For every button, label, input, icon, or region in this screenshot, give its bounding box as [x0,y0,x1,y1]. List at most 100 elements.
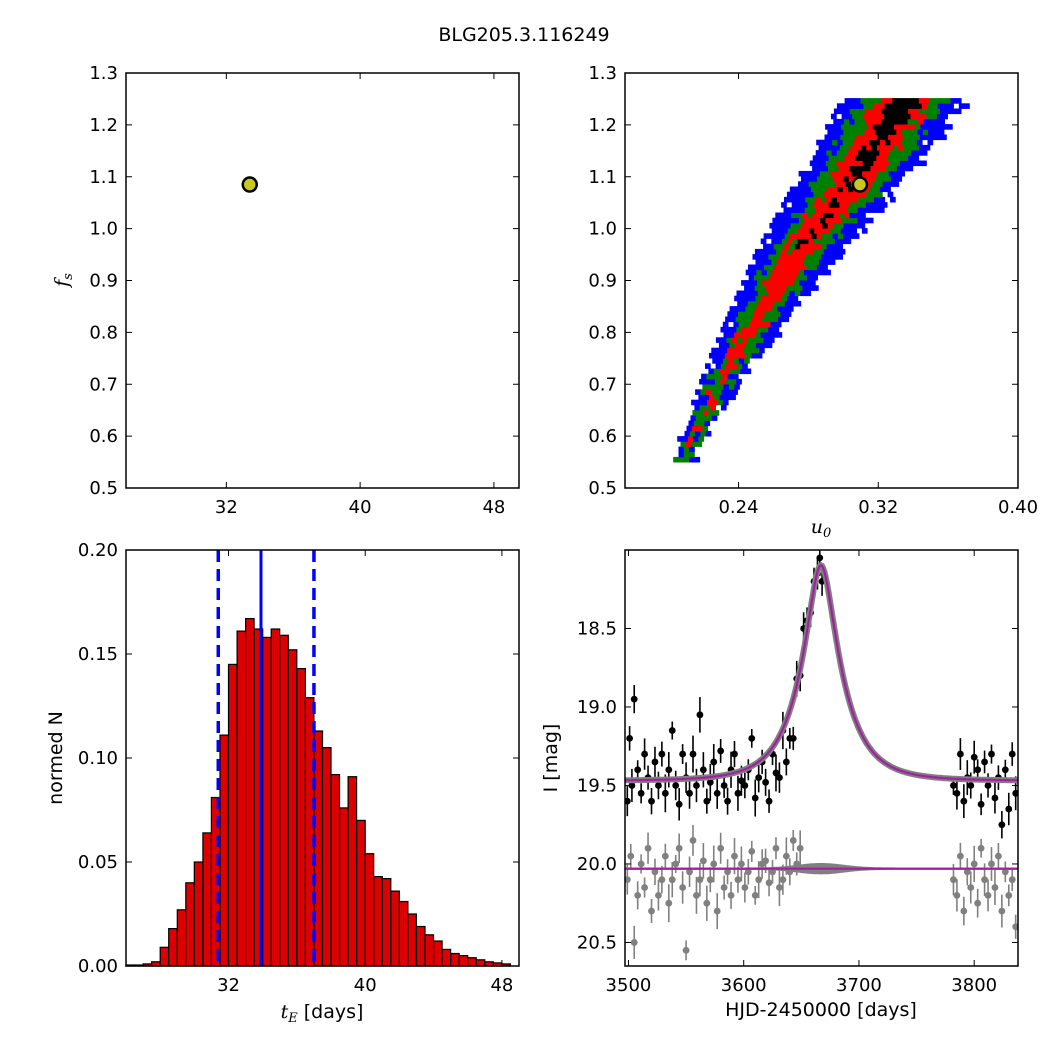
data-point [950,782,957,789]
heatmap-cell [810,254,817,260]
fs-u0-x-axis-label: u0 [811,516,832,541]
heatmap-cell [688,420,695,427]
data-point [988,750,995,758]
heatmap-cell [908,98,914,104]
heatmap-cell [814,217,821,224]
heatmap-cell [921,113,927,120]
heatmap-cell [941,124,948,130]
fs-te-ytick-label: 1.2 [89,115,118,136]
data-point [699,766,707,774]
heatmap-cell [729,368,736,375]
heatmap-cell [734,295,740,302]
heatmap-cell [803,170,810,177]
residual-point [637,860,645,868]
heatmap-cell [930,134,937,141]
heatmap-cell [855,98,861,104]
heatmap-cell [829,259,836,265]
heatmap-cell [760,259,767,265]
heatmap-cell [727,311,734,317]
heatmap-cell [855,155,861,161]
heatmap-cell [918,118,924,125]
heatmap-cell [830,228,836,234]
heatmap-cell [824,191,830,198]
heatmap-cell [783,217,789,224]
heatmap-cell [950,98,957,104]
heatmap-cell [854,165,861,172]
heatmap-cell [845,238,852,245]
heatmap-cell [711,415,718,421]
residual-point [953,891,961,899]
heatmap-cell [879,186,886,193]
heatmap-cell [872,170,879,177]
heatmap-cell [867,170,874,177]
heatmap-cell [771,238,777,245]
heatmap-cell [818,155,824,161]
heatmap-cell [845,144,851,151]
heatmap-cell [776,295,783,302]
heatmap-cell [866,144,872,151]
heatmap-cell [814,228,820,234]
heatmap-cell [872,181,878,187]
heatmap-cell [694,456,701,463]
te-histogram-x-ticks: 32 40 48 [217,550,513,996]
residual-point [720,884,728,891]
histogram-bar [441,948,452,967]
fs-u0-ytick-label: 0.6 [588,426,617,447]
heatmap-cell [684,430,691,437]
histogram-bar [381,877,392,967]
heatmap-cell [741,280,747,286]
heatmap-cell [869,129,876,135]
heatmap-cell [887,191,894,198]
fs-u0-ytick-label: 0.9 [588,271,617,292]
heatmap-cell [817,222,823,229]
heatmap-cell [929,98,936,104]
heatmap-cell [803,181,809,187]
heatmap-cell [859,222,866,229]
heatmap-cell [836,207,843,213]
heatmap-cell [916,150,923,156]
residual-point [1001,868,1009,876]
data-point [1001,766,1009,774]
fs-u0-ytick-label: 0.8 [588,322,617,343]
heatmap-cell [809,217,816,224]
heatmap-cell [848,176,855,182]
heatmap-cell [691,425,698,432]
heatmap-cell [753,300,759,307]
heatmap-cell [816,139,822,146]
heatmap-cell [855,108,861,115]
heatmap-cell [799,207,806,213]
heatmap-cell [844,108,851,115]
heatmap-cell [868,160,874,167]
heatmap-cell [744,295,751,302]
heatmap-cell [881,155,888,161]
lightcurve-xtick-label: 3500 [606,975,652,996]
heatmap-cell [819,228,826,234]
data-point [625,797,631,805]
heatmap-cell [757,326,764,333]
heatmap-cell [822,264,828,271]
heatmap-cell [811,233,817,239]
heatmap-cell [768,243,775,250]
lightcurve-xtick-label: 3800 [951,975,997,996]
residual-point [741,884,749,891]
heatmap-cell [736,326,743,333]
heatmap-cell [821,254,828,260]
heatmap-cell [779,233,786,239]
heatmap-cell [768,326,774,333]
heatmap-cell [824,228,831,234]
residual-point [779,876,787,884]
heatmap-cell [888,134,894,141]
heatmap-cell [892,144,899,151]
lightcurve-x-axis-label: HJD-2450000 [days] [725,999,917,1021]
heatmap-cell [914,144,920,151]
heatmap-cell [863,103,870,109]
heatmap-cell [735,316,742,323]
heatmap-cell [842,186,849,193]
heatmap-cell [862,217,869,224]
heatmap-cell [911,150,917,156]
heatmap-cell [788,280,795,286]
heatmap-cell [867,124,874,130]
heatmap-cell [770,321,777,328]
heatmap-cell [833,212,840,219]
heatmap-cell [911,139,918,146]
